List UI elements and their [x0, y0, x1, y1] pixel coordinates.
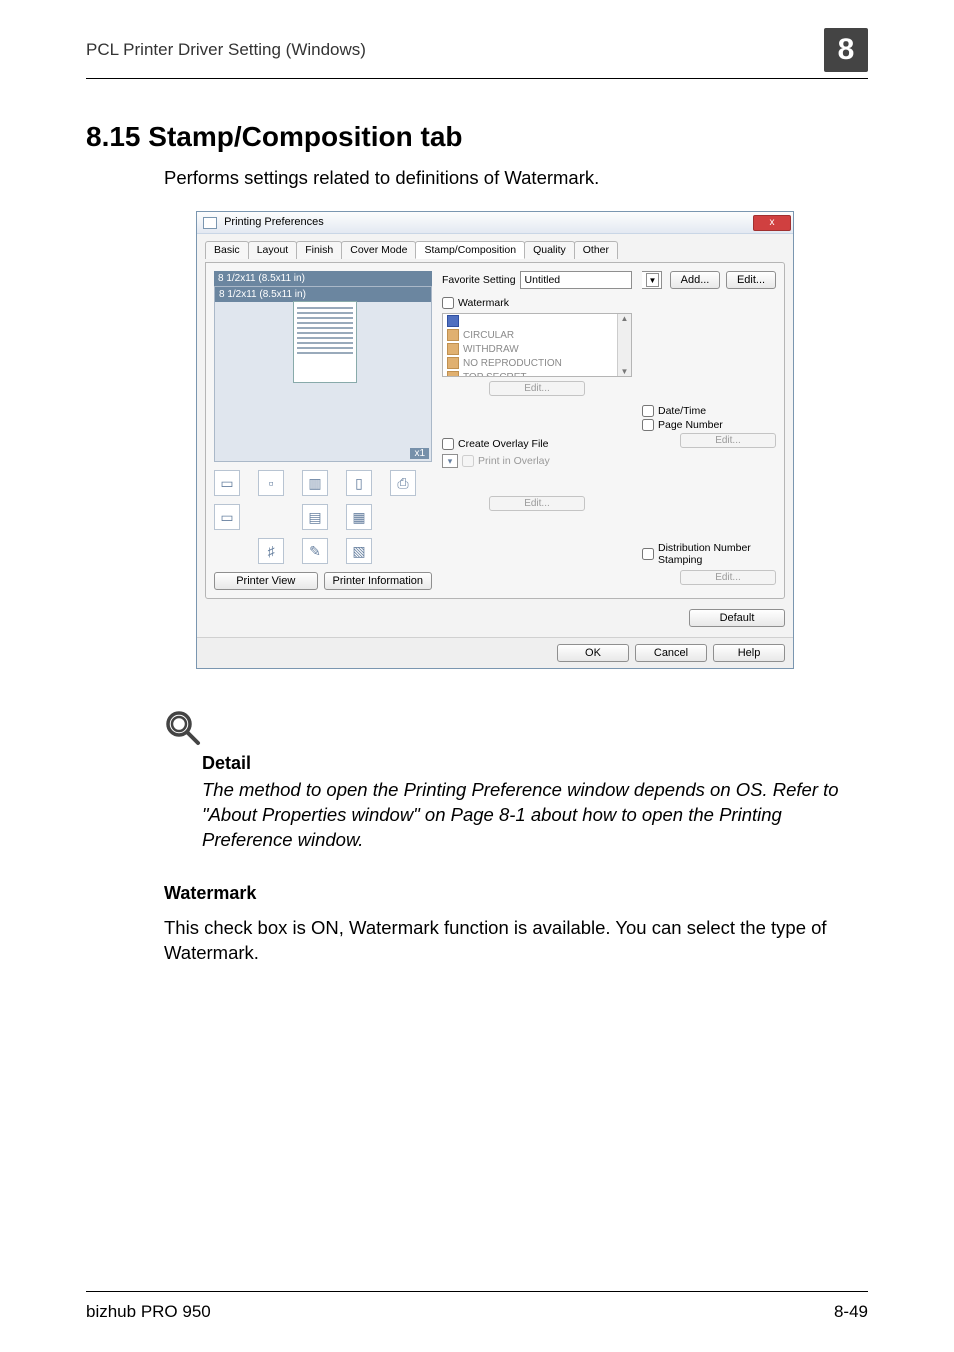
tab-cover-mode[interactable]: Cover Mode — [341, 241, 416, 259]
option-icon[interactable]: ▯ — [346, 470, 372, 496]
option-icon[interactable]: ✎ — [302, 538, 328, 564]
option-icon[interactable]: ▤ — [302, 504, 328, 530]
section-lead: Performs settings related to definitions… — [164, 167, 868, 189]
watermark-heading: Watermark — [164, 883, 868, 904]
page-thumbnail-lines — [297, 307, 353, 357]
print-in-overlay-label: Print in Overlay — [478, 455, 550, 467]
printer-view-button[interactable]: Printer View — [214, 572, 318, 590]
zoom-badge: x1 — [410, 448, 429, 459]
option-icon[interactable]: ▫ — [258, 470, 284, 496]
tab-finish[interactable]: Finish — [296, 241, 342, 259]
dialog-title: Printing Preferences — [203, 216, 324, 228]
dialog-title-text: Printing Preferences — [224, 216, 324, 228]
watermark-icon — [447, 315, 459, 327]
watermark-item-selected[interactable] — [443, 314, 631, 328]
header-title: PCL Printer Driver Setting (Windows) — [86, 40, 366, 60]
favorite-edit-button[interactable]: Edit... — [726, 271, 776, 289]
watermark-item[interactable]: NO REPRODUCTION — [443, 356, 631, 370]
watermark-icon — [447, 371, 459, 377]
create-overlay-checkbox-input[interactable] — [442, 438, 454, 450]
option-icon-row-3: ♯ ✎ ▧ — [214, 538, 432, 564]
watermark-item[interactable]: CIRCULAR — [443, 328, 631, 342]
right-column: ▼ Add... Edit... Date/Time — [642, 271, 776, 590]
tab-layout[interactable]: Layout — [248, 241, 298, 259]
create-overlay-checkbox[interactable]: Create Overlay File — [442, 438, 632, 450]
watermark-scrollbar[interactable]: ▲▼ — [617, 314, 631, 376]
footer-right: 8-49 — [834, 1302, 868, 1322]
option-icon[interactable]: ▭ — [214, 470, 240, 496]
date-time-checkbox[interactable]: Date/Time — [642, 405, 776, 417]
watermark-checkbox-input[interactable] — [442, 297, 454, 309]
date-time-label: Date/Time — [658, 405, 706, 417]
favorite-setting-combo[interactable]: Untitled — [520, 271, 632, 289]
favorite-setting-label: Favorite Setting — [442, 274, 516, 286]
dialog-titlebar: Printing Preferences x — [197, 212, 793, 234]
tabs: Basic Layout Finish Cover Mode Stamp/Com… — [205, 240, 785, 258]
print-in-overlay-checkbox[interactable]: Print in Overlay — [462, 455, 550, 467]
option-icon[interactable]: ⎙ — [390, 470, 416, 496]
option-icon-blank — [214, 538, 240, 564]
distribution-number-label: Distribution Number Stamping — [658, 542, 776, 566]
preview-size-2: 8 1/2x11 (8.5x11 in) — [215, 287, 431, 302]
watermark-body: This check box is ON, Watermark function… — [164, 916, 868, 966]
distribution-number-checkbox[interactable]: Distribution Number Stamping — [642, 542, 776, 566]
date-page-edit-button[interactable]: Edit... — [680, 433, 776, 448]
option-icon-row-2: ▭ ▤ ▦ — [214, 504, 432, 530]
distribution-edit-button[interactable]: Edit... — [680, 570, 776, 585]
option-icon-blank — [258, 504, 284, 530]
help-button[interactable]: Help — [713, 644, 785, 662]
close-button[interactable]: x — [753, 215, 791, 231]
mid-column: Favorite Setting Untitled Watermark — [442, 271, 632, 590]
watermark-icon — [447, 357, 459, 369]
tab-basic[interactable]: Basic — [205, 241, 249, 259]
favorite-dropdown-arrow[interactable]: ▼ — [642, 271, 662, 289]
page-number-label: Page Number — [658, 419, 723, 431]
detail-heading: Detail — [202, 753, 868, 774]
option-icon[interactable]: ▭ — [214, 504, 240, 530]
watermark-icon — [447, 329, 459, 341]
favorite-setting-value: Untitled — [525, 274, 561, 286]
date-time-checkbox-input[interactable] — [642, 405, 654, 417]
watermark-checkbox[interactable]: Watermark — [442, 297, 632, 309]
section-heading: 8.15 Stamp/Composition tab — [86, 121, 868, 153]
preview-column: 8 1/2x11 (8.5x11 in) 8 1/2x11 (8.5x11 in… — [214, 271, 432, 590]
option-icon[interactable]: ▧ — [346, 538, 372, 564]
window-icon — [203, 217, 217, 229]
footer-rule — [86, 1291, 868, 1292]
option-icon-row-1: ▭ ▫ ▥ ▯ ⎙ — [214, 470, 432, 496]
watermark-item[interactable]: WITHDRAW — [443, 342, 631, 356]
option-icon[interactable]: ▥ — [302, 470, 328, 496]
printer-information-button[interactable]: Printer Information — [324, 572, 432, 590]
detail-body: The method to open the Printing Preferen… — [202, 778, 868, 853]
overlay-edit-button[interactable]: Edit... — [489, 496, 585, 511]
preview-size-1: 8 1/2x11 (8.5x11 in) — [214, 271, 432, 286]
page-number-checkbox[interactable]: Page Number — [642, 419, 776, 431]
ok-button[interactable]: OK — [557, 644, 629, 662]
watermark-checkbox-label: Watermark — [458, 297, 509, 309]
option-icon[interactable]: ▦ — [346, 504, 372, 530]
print-in-overlay-checkbox-input — [462, 455, 474, 467]
watermark-list[interactable]: CIRCULAR WITHDRAW NO REPRODUCTION TOP SE… — [442, 313, 632, 377]
default-button[interactable]: Default — [689, 609, 785, 627]
preview-zone: 8 1/2x11 (8.5x11 in) x1 — [214, 286, 432, 462]
tab-other[interactable]: Other — [574, 241, 618, 259]
watermark-item[interactable]: TOP SECRET — [443, 370, 631, 377]
tab-quality[interactable]: Quality — [524, 241, 575, 259]
page-number-checkbox-input[interactable] — [642, 419, 654, 431]
create-overlay-label: Create Overlay File — [458, 438, 548, 450]
chapter-badge: 8 — [824, 28, 868, 72]
header-rule — [86, 78, 868, 79]
magnifier-icon — [164, 709, 868, 747]
watermark-edit-button[interactable]: Edit... — [489, 381, 585, 396]
overlay-source-icon[interactable]: ▾ — [442, 454, 458, 468]
distribution-number-checkbox-input[interactable] — [642, 548, 654, 560]
favorite-add-button[interactable]: Add... — [670, 271, 720, 289]
tab-stamp-composition[interactable]: Stamp/Composition — [415, 241, 525, 259]
option-icon[interactable]: ♯ — [258, 538, 284, 564]
footer-left: bizhub PRO 950 — [86, 1302, 211, 1322]
cancel-button[interactable]: Cancel — [635, 644, 707, 662]
dialog-screenshot: Printing Preferences x Basic Layout Fini… — [196, 211, 868, 669]
watermark-icon — [447, 343, 459, 355]
